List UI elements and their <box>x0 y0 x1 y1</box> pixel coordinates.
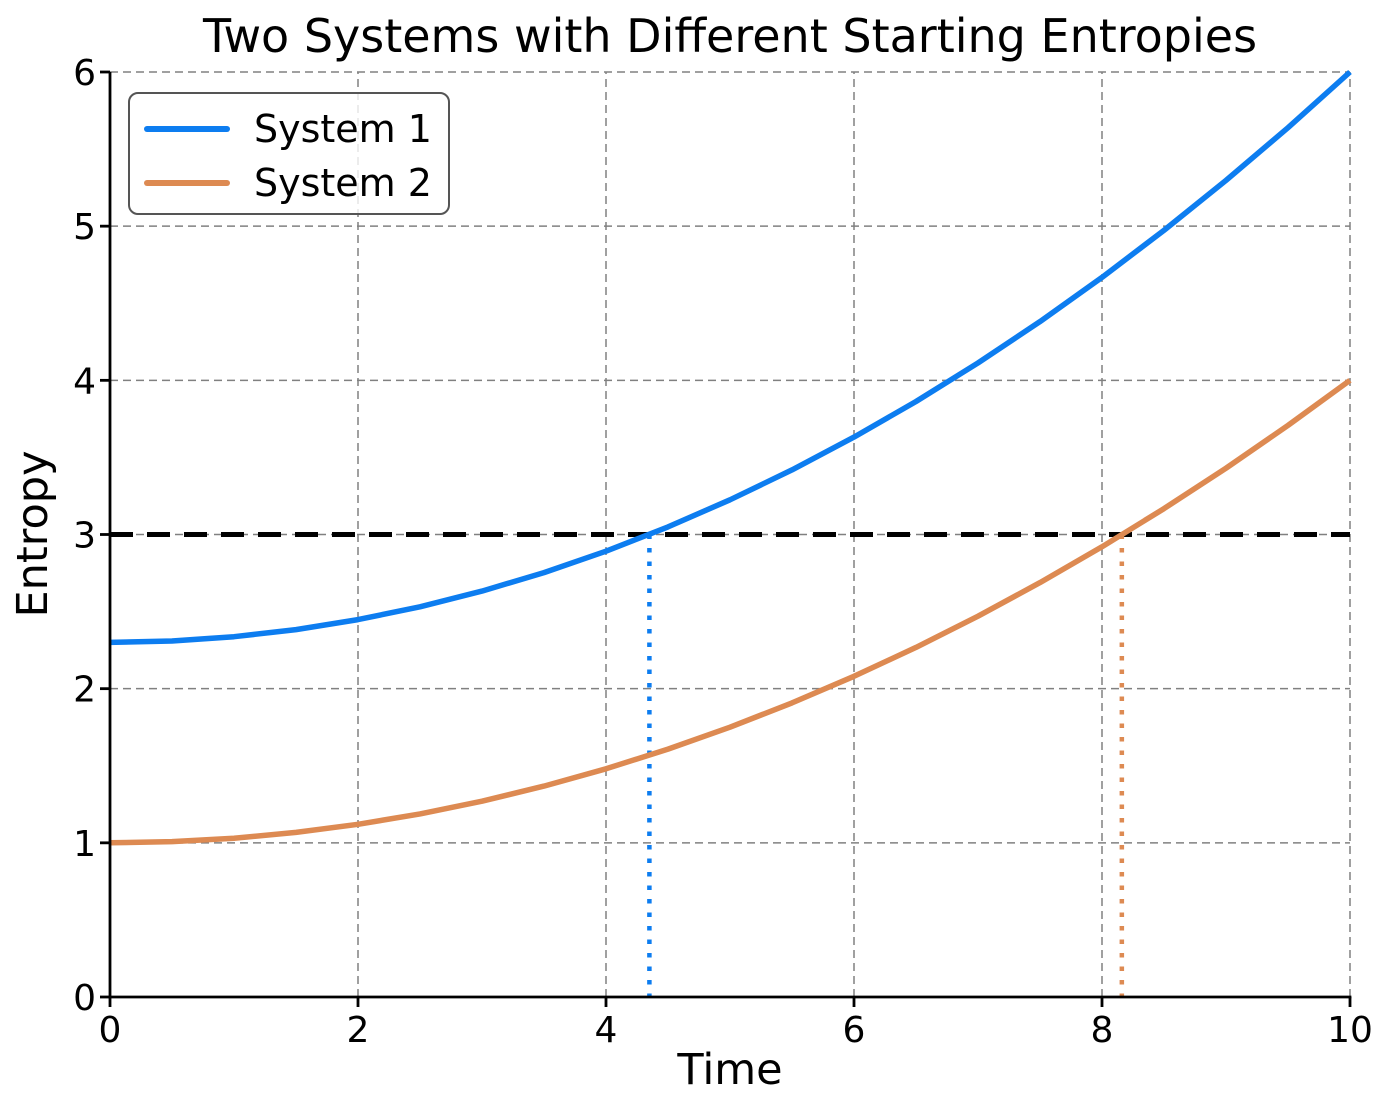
y-tick-label: 5 <box>73 207 96 248</box>
legend-label-system-1: System 1 <box>254 107 432 151</box>
y-tick-label: 2 <box>73 670 96 711</box>
legend-item-system-2: System 2 <box>144 156 448 210</box>
x-tick-label: 0 <box>99 1010 122 1051</box>
series-line-system-2 <box>109 378 1352 846</box>
y-axis-label: Entropy <box>8 450 58 618</box>
y-tick-label: 6 <box>73 53 96 94</box>
x-tick-label: 6 <box>843 1010 866 1051</box>
x-tick-label: 2 <box>347 1010 370 1051</box>
chart-title: Two Systems with Different Starting Entr… <box>202 9 1258 63</box>
legend-swatch-system-1 <box>144 125 230 133</box>
x-tick-label: 10 <box>1327 1010 1373 1051</box>
x-axis-label: Time <box>677 1045 783 1095</box>
legend: System 1 System 2 <box>128 92 450 215</box>
x-tick-label: 4 <box>595 1010 618 1051</box>
x-tick-label: 8 <box>1091 1010 1114 1051</box>
legend-label-system-2: System 2 <box>254 161 432 205</box>
series-line-system-1 <box>109 69 1352 646</box>
y-tick-label: 1 <box>73 824 96 865</box>
y-tick-label: 4 <box>73 361 96 402</box>
legend-item-system-1: System 1 <box>144 102 448 156</box>
y-tick-label: 0 <box>73 978 96 1019</box>
y-tick-label: 3 <box>73 516 96 557</box>
legend-swatch-system-2 <box>144 179 230 187</box>
